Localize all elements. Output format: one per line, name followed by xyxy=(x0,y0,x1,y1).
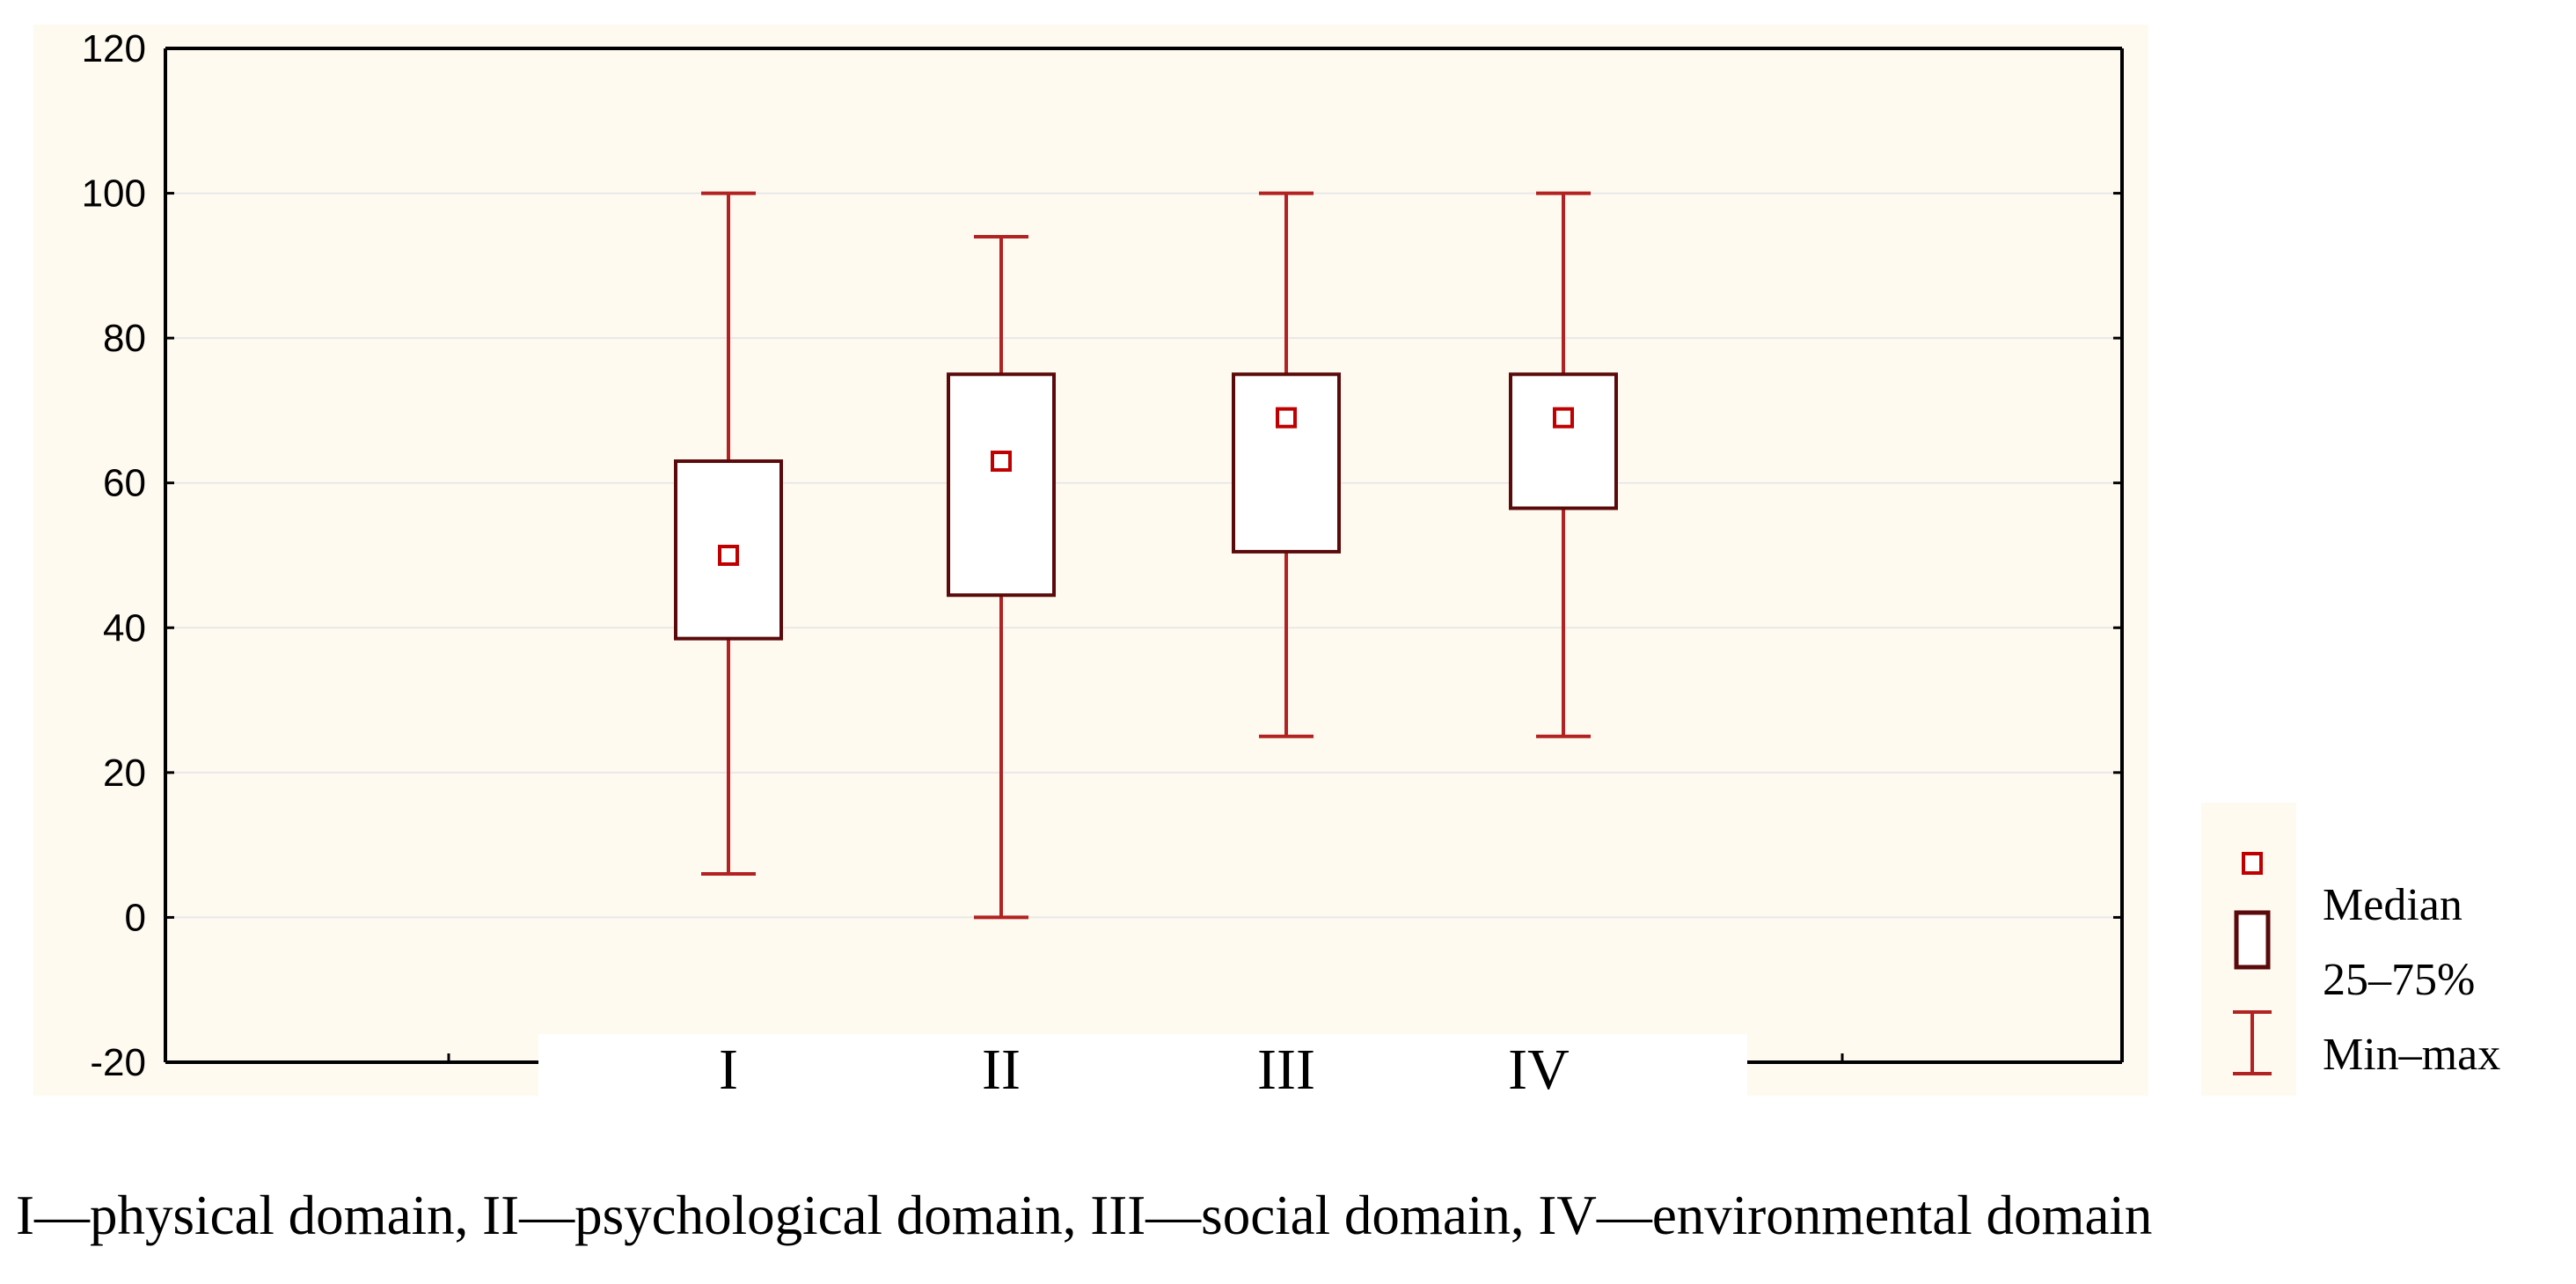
legend-box-marker xyxy=(2234,910,2271,970)
y-tick-label: 80 xyxy=(103,317,146,360)
median-marker xyxy=(1276,407,1297,429)
legend-label: Min–max xyxy=(2323,1030,2500,1080)
axes: -20 0 20 40 60 80 100 120 xyxy=(82,27,2124,1084)
iqr-box xyxy=(1509,372,1618,510)
y-tick-label: 100 xyxy=(82,172,146,216)
y-tick-label: 60 xyxy=(103,462,146,505)
box-II xyxy=(947,234,1056,920)
median-marker xyxy=(1553,407,1574,429)
category-label: I xyxy=(719,1038,738,1102)
figure-caption: I—physical domain, II—psychological doma… xyxy=(16,1185,2153,1246)
y-tick-label: 20 xyxy=(103,752,146,795)
legend-median-marker xyxy=(2242,852,2263,875)
y-tick-label: 40 xyxy=(103,606,146,649)
category-label-strip xyxy=(538,1034,1747,1122)
median-marker xyxy=(991,451,1012,473)
legend-label: 25–75% xyxy=(2323,955,2475,1005)
category-label: II xyxy=(982,1038,1021,1102)
box-I xyxy=(674,191,783,877)
category-labels: I II III IV xyxy=(538,1034,1747,1122)
category-label: III xyxy=(1257,1038,1315,1102)
boxes-layer xyxy=(674,191,1618,920)
legend: Median 25–75% Min–max xyxy=(2233,852,2500,1080)
legend-label: Median xyxy=(2323,880,2463,930)
iqr-box xyxy=(947,372,1056,598)
box-III xyxy=(1232,191,1341,738)
iqr-box xyxy=(1232,372,1341,554)
grid-lines xyxy=(165,192,2122,919)
median-marker xyxy=(718,545,739,566)
y-tick-label: -20 xyxy=(90,1041,146,1084)
category-label: IV xyxy=(1508,1038,1570,1102)
box-IV xyxy=(1509,191,1618,738)
plot-background xyxy=(33,25,2148,1096)
y-tick-label: 0 xyxy=(125,896,146,939)
y-tick-label: 120 xyxy=(82,27,146,70)
